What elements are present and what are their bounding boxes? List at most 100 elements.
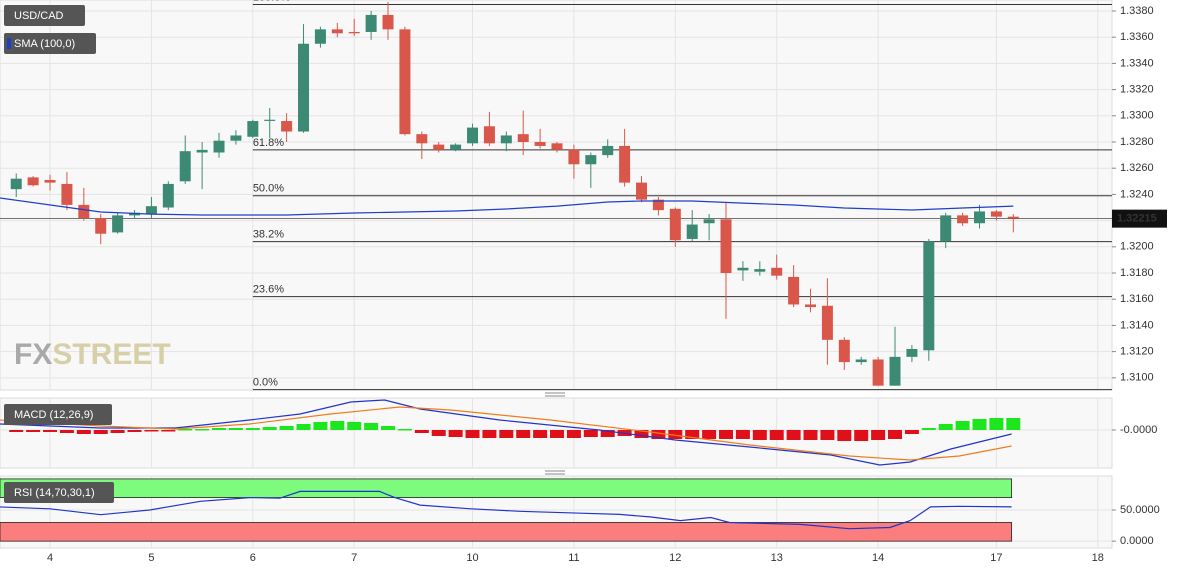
histogram-bar [871, 430, 886, 440]
histogram-bar [719, 430, 734, 439]
histogram-bar [364, 423, 379, 430]
candle-body [686, 224, 698, 239]
candle-body [112, 215, 124, 233]
histogram-bar [296, 424, 311, 430]
candle-body [737, 267, 749, 271]
histogram-bar [854, 430, 869, 441]
rsi-label: RSI (14,70,30,1) [14, 487, 95, 499]
histogram-bar [448, 430, 463, 437]
histogram-bar [499, 430, 514, 438]
candle-body [652, 199, 664, 211]
macd-label-box [4, 404, 112, 425]
y-tick-label: 1.3120 [1120, 346, 1154, 358]
fib-label: 50.0% [253, 183, 284, 195]
candle-body [771, 267, 783, 276]
histogram-bar [516, 430, 531, 438]
candle-body [906, 348, 918, 357]
histogram-bar [921, 428, 936, 430]
y-tick-label: 1.3300 [1120, 110, 1154, 122]
candle-body [483, 126, 495, 144]
candle-body [44, 180, 56, 183]
candle-body [314, 29, 326, 44]
histogram-bar [431, 430, 446, 436]
candle-body [179, 151, 191, 182]
histogram-bar [820, 430, 835, 440]
candle-body [281, 121, 293, 132]
x-tick-label: 17 [990, 552, 1002, 564]
histogram-bar [347, 422, 362, 430]
fib-label: 61.8% [253, 137, 284, 149]
y-tick-label: -0.0000 [1120, 424, 1157, 436]
histogram-bar [583, 430, 598, 437]
candle-body [838, 339, 850, 363]
histogram-bar [76, 430, 91, 434]
candle-body [534, 142, 546, 146]
candle-body [703, 219, 715, 224]
candle-body [213, 140, 225, 153]
histogram-bar [262, 427, 277, 430]
x-tick-label: 10 [466, 552, 478, 564]
candle-body [821, 305, 833, 340]
histogram-bar [397, 429, 412, 431]
histogram-bar [651, 430, 666, 439]
symbol-label-box [4, 5, 85, 26]
x-tick-label: 5 [148, 552, 154, 564]
y-tick-label: 1.3160 [1120, 293, 1154, 305]
candle-body [551, 143, 563, 150]
watermark: FXSTREET [14, 338, 171, 371]
histogram-bar [752, 430, 767, 440]
histogram-bar [59, 430, 74, 433]
candle-body [61, 183, 73, 205]
candle-body [636, 182, 648, 200]
candle-body [940, 215, 952, 242]
histogram-bar [955, 421, 970, 430]
candle-body [889, 356, 901, 386]
candle-body [196, 149, 208, 153]
candle-body [78, 204, 90, 218]
y-tick-label: 1.3180 [1120, 267, 1154, 279]
histogram-bar [245, 428, 260, 430]
candle-body [416, 134, 428, 144]
histogram-bar [381, 426, 396, 430]
candle-body [331, 29, 343, 34]
histogram-bar [533, 430, 548, 438]
candle-body [264, 119, 276, 121]
overbought-zone [0, 478, 1013, 498]
last-price-label: 1.32215 [1117, 213, 1157, 225]
y-tick-label: 1.3360 [1120, 31, 1154, 43]
x-tick-label: 4 [47, 552, 53, 564]
histogram-bar [178, 429, 193, 431]
rsi-line [0, 490, 1012, 530]
histogram-bar [769, 430, 784, 440]
histogram-bar [566, 430, 581, 438]
candle-body [433, 144, 445, 150]
histogram-bar [26, 430, 41, 432]
histogram-bar [1006, 418, 1021, 430]
fib-label: 23.6% [253, 284, 284, 296]
x-tick-label: 6 [250, 552, 256, 564]
candle-body [145, 206, 157, 215]
candle-body [855, 359, 867, 363]
histogram-bar [904, 430, 919, 434]
histogram-bar [550, 430, 565, 438]
histogram-bar [110, 430, 125, 433]
histogram-bar [212, 428, 227, 430]
watermark-part: FX [14, 338, 52, 371]
fib-label: 100.0% [253, 0, 291, 3]
candle-body [365, 14, 377, 32]
histogram-bar [685, 430, 700, 439]
candle-body [720, 219, 732, 274]
candle-body [247, 121, 259, 137]
candle-body [129, 212, 141, 216]
histogram-bar [668, 430, 683, 439]
candle-body [669, 208, 681, 241]
histogram-bar [127, 430, 142, 432]
macd-line [0, 399, 1012, 466]
histogram-bar [735, 430, 750, 439]
histogram-bar [465, 430, 480, 438]
histogram-bar [279, 426, 294, 430]
histogram-bar [786, 430, 801, 440]
candle-body [500, 135, 512, 144]
